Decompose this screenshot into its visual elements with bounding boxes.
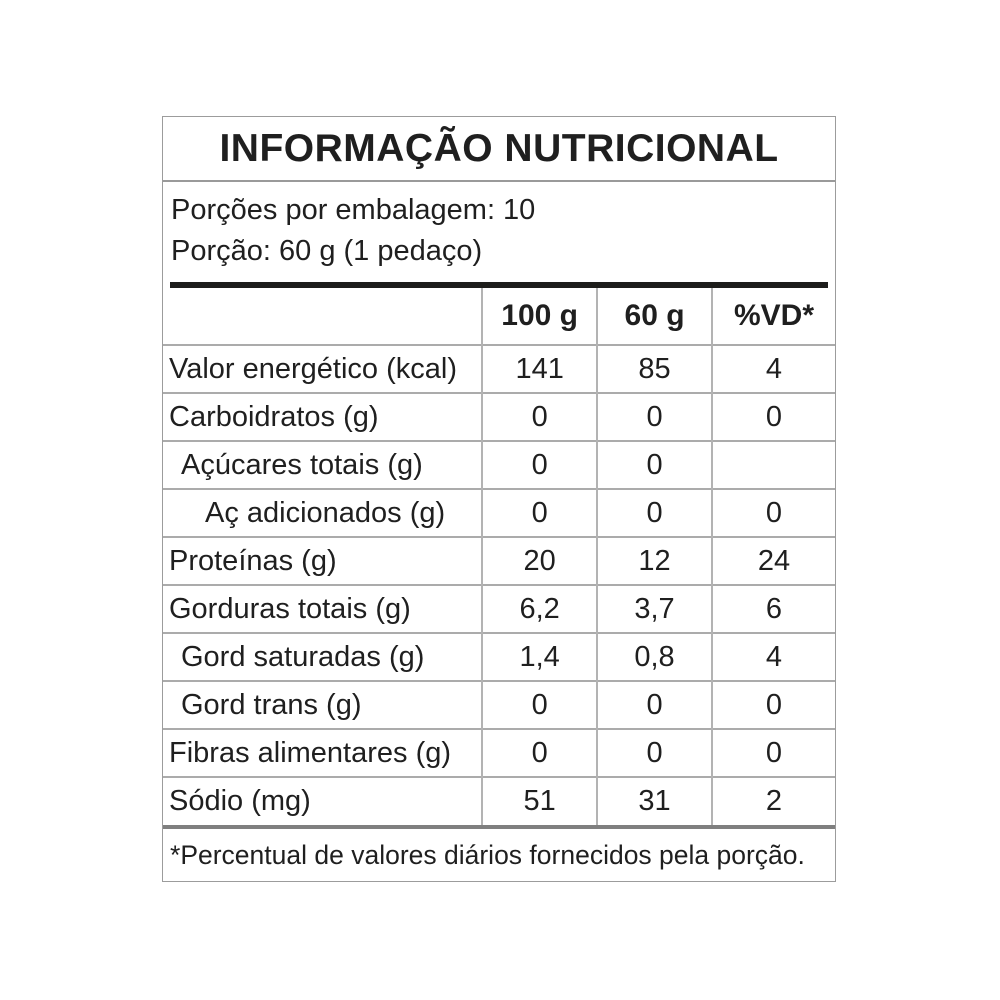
thick-gray-divider [163, 825, 835, 829]
value-per-60g: 0 [596, 488, 712, 537]
panel-header: INFORMAÇÃO NUTRICIONAL [163, 117, 835, 182]
value-vd: 4 [711, 632, 835, 681]
nutrient-name: Aç adicionados (g) [163, 488, 483, 537]
column-header-nutrient [163, 288, 482, 345]
column-header-60g: 60 g [596, 288, 712, 345]
nutrition-facts-panel: INFORMAÇÃO NUTRICIONAL Porções por embal… [162, 116, 836, 882]
serving-size: Porção: 60 g (1 pedaço) [171, 235, 483, 267]
nutrient-name: Sódio (mg) [163, 776, 483, 825]
value-per-100g: 0 [481, 392, 598, 441]
nutrient-name: Gord trans (g) [163, 680, 483, 729]
value-per-100g: 141 [481, 344, 598, 393]
row-gorduras-trans: Gord trans (g) 0 0 0 [163, 680, 835, 729]
row-proteinas: Proteínas (g) 20 12 24 [163, 536, 835, 585]
panel-title: INFORMAÇÃO NUTRICIONAL [219, 126, 779, 170]
table-header-row: 100 g 60 g %VD* [163, 288, 835, 345]
value-per-60g: 3,7 [596, 584, 712, 633]
servings-per-package: Porções por embalagem: 10 [171, 194, 536, 226]
value-vd: 0 [711, 392, 835, 441]
value-vd: 2 [711, 776, 835, 825]
column-header-100g: 100 g [481, 288, 598, 345]
column-header-vd: %VD* [711, 288, 835, 345]
value-vd: 0 [711, 728, 835, 777]
value-vd: 4 [711, 344, 835, 393]
value-per-100g: 1,4 [481, 632, 598, 681]
value-per-60g: 12 [596, 536, 712, 585]
value-per-100g: 6,2 [481, 584, 598, 633]
value-per-100g: 51 [481, 776, 598, 825]
row-fibras-alimentares: Fibras alimentares (g) 0 0 0 [163, 728, 835, 777]
nutrient-name: Proteínas (g) [163, 536, 483, 585]
row-gorduras-totais: Gorduras totais (g) 6,2 3,7 6 [163, 584, 835, 633]
row-sodio: Sódio (mg) 51 31 2 [163, 776, 835, 825]
value-per-60g: 0 [596, 680, 712, 729]
value-per-100g: 0 [481, 488, 598, 537]
footnote-text: *Percentual de valores diários fornecido… [170, 839, 805, 870]
nutrition-table: 100 g 60 g %VD* Valor energético (kcal) … [163, 288, 835, 825]
value-per-100g: 20 [481, 536, 598, 585]
value-vd [711, 440, 835, 489]
value-vd: 24 [711, 536, 835, 585]
nutrient-name: Valor energético (kcal) [163, 344, 483, 393]
value-per-60g: 0 [596, 392, 712, 441]
row-valor-energetico: Valor energético (kcal) 141 85 4 [163, 344, 835, 393]
nutrient-name: Fibras alimentares (g) [163, 728, 483, 777]
thick-black-divider [170, 282, 828, 288]
value-vd: 0 [711, 488, 835, 537]
row-acucares-totais: Açúcares totais (g) 0 0 [163, 440, 835, 489]
value-vd: 0 [711, 680, 835, 729]
row-carboidratos: Carboidratos (g) 0 0 0 [163, 392, 835, 441]
value-per-100g: 0 [481, 680, 598, 729]
value-per-60g: 85 [596, 344, 712, 393]
footnote: *Percentual de valores diários fornecido… [163, 829, 835, 881]
value-per-60g: 0 [596, 728, 712, 777]
nutrient-name: Gord saturadas (g) [163, 632, 483, 681]
value-per-60g: 0,8 [596, 632, 712, 681]
value-per-60g: 31 [596, 776, 712, 825]
value-vd: 6 [711, 584, 835, 633]
nutrient-name: Gorduras totais (g) [163, 584, 483, 633]
nutrient-name: Carboidratos (g) [163, 392, 483, 441]
nutrient-name: Açúcares totais (g) [163, 440, 483, 489]
serving-info: Porções por embalagem: 10 Porção: 60 g (… [163, 182, 835, 282]
row-acucares-adicionados: Aç adicionados (g) 0 0 0 [163, 488, 835, 537]
value-per-60g: 0 [596, 440, 712, 489]
row-gorduras-saturadas: Gord saturadas (g) 1,4 0,8 4 [163, 632, 835, 681]
value-per-100g: 0 [481, 728, 598, 777]
value-per-100g: 0 [481, 440, 598, 489]
